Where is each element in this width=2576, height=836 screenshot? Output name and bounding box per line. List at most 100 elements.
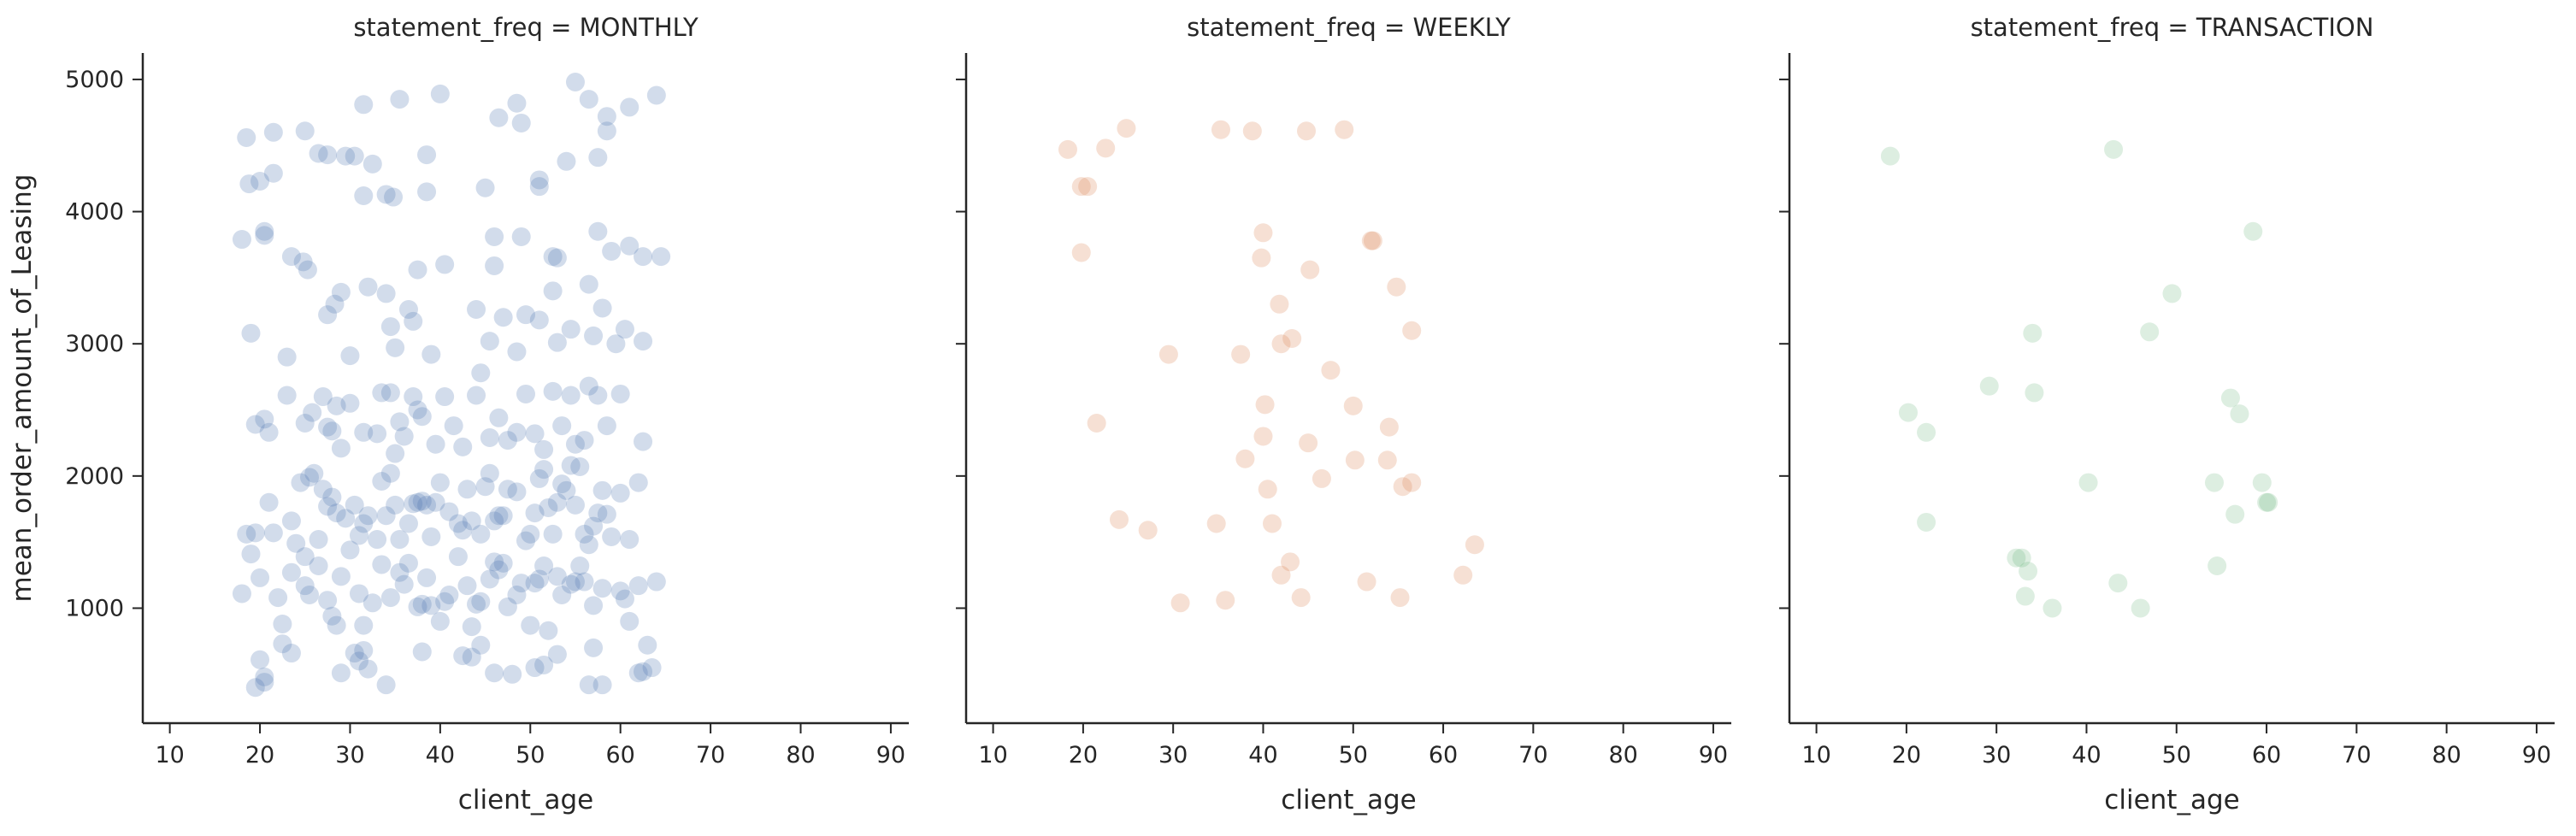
scatter-point	[606, 334, 626, 354]
scatter-point	[281, 247, 301, 267]
scatter-point	[1299, 433, 1318, 453]
scatter-point	[1321, 361, 1341, 380]
scatter-point	[421, 527, 441, 546]
scatter-point	[245, 523, 265, 543]
scatter-point	[634, 247, 653, 267]
scatter-point	[489, 408, 509, 427]
scatter-point	[380, 588, 400, 608]
scatter-point	[493, 308, 513, 327]
scatter-point	[543, 524, 563, 544]
scatter-point	[448, 514, 468, 533]
scatter-point	[525, 424, 545, 444]
scatter-point	[251, 650, 270, 669]
scatter-point	[298, 260, 317, 280]
scatter-point	[2078, 473, 2098, 492]
scatter-point	[237, 127, 256, 147]
scatter-point	[570, 556, 590, 575]
scatter-point	[331, 663, 351, 683]
scatter-point	[507, 586, 527, 605]
scatter-point	[245, 415, 265, 434]
scatter-point	[363, 154, 382, 174]
scatter-point	[552, 586, 572, 605]
x-tick-label: 20	[1069, 742, 1098, 768]
scatter-point	[516, 384, 535, 403]
scatter-point	[1058, 139, 1077, 159]
panel-title: statement_freq = TRANSACTION	[1971, 13, 2374, 42]
x-axis-label: client_age	[458, 785, 593, 815]
scatter-point	[1138, 521, 1158, 540]
scatter-point	[293, 252, 313, 272]
scatter-point	[1297, 121, 1317, 141]
x-tick-label: 90	[876, 742, 905, 768]
scatter-point	[2252, 473, 2272, 492]
scatter-point	[471, 592, 491, 611]
scatter-point	[430, 611, 450, 631]
scatter-point	[516, 305, 535, 325]
scatter-point	[602, 241, 622, 261]
scatter-point	[322, 487, 342, 507]
scatter-point	[394, 427, 414, 446]
scatter-point	[1235, 449, 1255, 468]
scatter-point	[318, 497, 338, 516]
scatter-point	[417, 568, 437, 587]
scatter-point	[255, 226, 274, 245]
scatter-point	[309, 530, 328, 550]
scatter-point	[372, 383, 392, 403]
scatter-point	[575, 431, 594, 450]
scatter-point	[498, 480, 517, 499]
scatter-point	[557, 151, 576, 171]
scatter-point	[245, 678, 265, 698]
x-tick-label: 10	[1801, 742, 1830, 768]
scatter-point	[1078, 177, 1098, 197]
scatter-point	[390, 562, 410, 582]
scatter-point	[507, 482, 527, 502]
scatter-point	[1206, 514, 1226, 533]
scatter-point	[1291, 588, 1311, 608]
scatter-point	[539, 497, 558, 517]
scatter-point	[318, 305, 338, 325]
scatter-point	[615, 589, 634, 609]
scatter-point	[1361, 231, 1381, 250]
scatter-point	[386, 495, 405, 515]
scatter-point	[2131, 598, 2150, 618]
x-tick-label: 30	[1158, 742, 1188, 768]
scatter-point	[327, 615, 346, 635]
scatter-point	[579, 274, 598, 294]
scatter-point	[1898, 403, 1918, 422]
scatter-point	[255, 221, 274, 241]
scatter-point	[489, 560, 509, 580]
scatter-point	[345, 495, 364, 515]
x-tick-label: 50	[2162, 742, 2191, 768]
scatter-point	[390, 530, 410, 550]
scatter-point	[565, 434, 585, 454]
scatter-point	[1258, 480, 1277, 499]
scatter-point	[273, 615, 292, 634]
scatter-point	[1170, 593, 1190, 613]
scatter-point	[565, 73, 585, 92]
scatter-point	[547, 492, 567, 512]
scatter-point	[588, 503, 608, 523]
scatter-point	[408, 260, 427, 280]
scatter-point	[552, 416, 572, 436]
x-tick-label: 90	[2522, 742, 2551, 768]
scatter-point	[610, 483, 630, 503]
scatter-point	[277, 386, 297, 405]
scatter-point	[309, 144, 328, 163]
x-tick-label: 80	[786, 742, 815, 768]
scatter-point	[448, 547, 468, 567]
scatter-point	[534, 655, 554, 674]
x-tick-label: 80	[1608, 742, 1637, 768]
x-tick-label: 20	[1892, 742, 1921, 768]
facet-panel-transaction: statement_freq = TRANSACTION client_age …	[1779, 13, 2555, 815]
scatter-point	[1312, 468, 1331, 488]
scatter-point	[507, 422, 527, 442]
scatter-point	[386, 444, 405, 463]
scatter-point	[453, 521, 473, 540]
scatter-point	[404, 387, 423, 407]
scatter-point	[620, 530, 640, 550]
scatter-point	[584, 516, 604, 536]
scatter-point	[232, 230, 251, 250]
scatter-point	[412, 642, 432, 662]
